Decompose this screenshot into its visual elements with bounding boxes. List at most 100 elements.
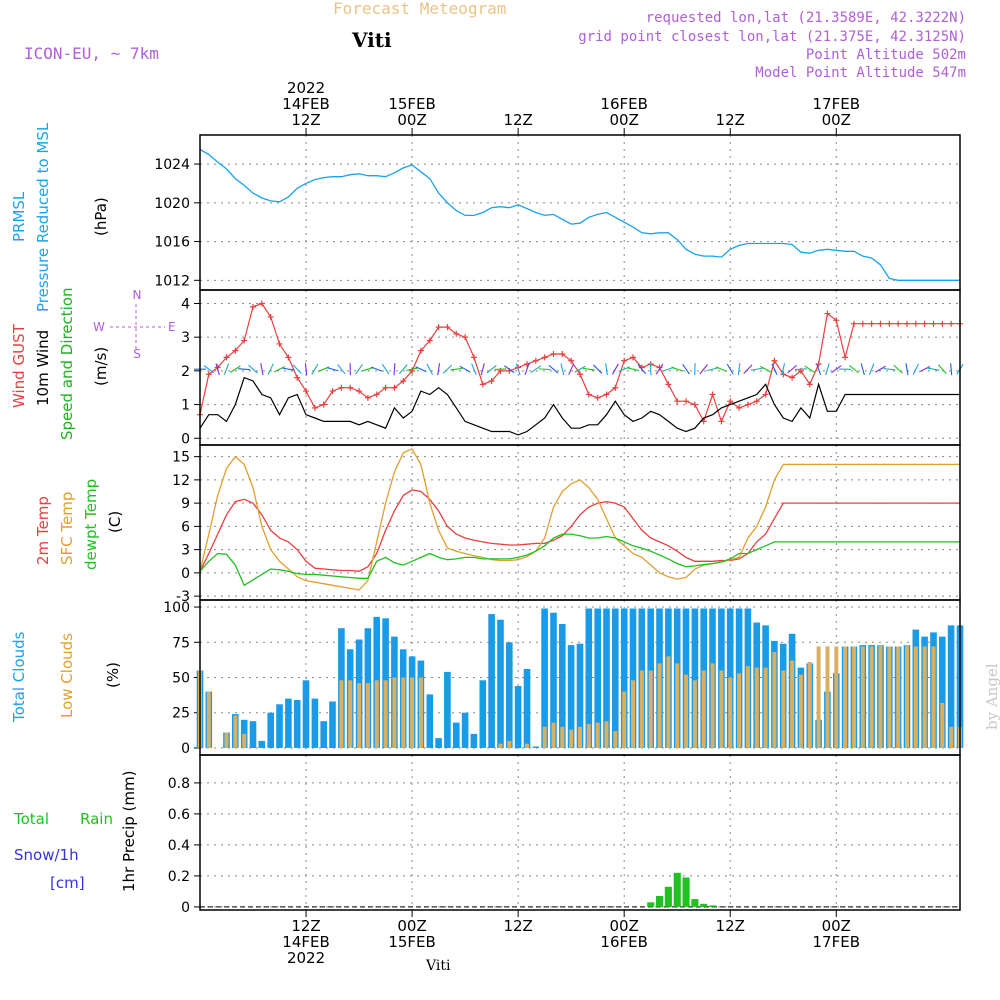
- gust-marker: [736, 404, 743, 411]
- gust-marker: [630, 354, 637, 361]
- time-label-top: 15FEB 00Z: [388, 95, 436, 129]
- low-cloud-bar: [560, 726, 565, 748]
- footer-station: Viti: [426, 958, 451, 974]
- y-tick-label: 9: [181, 496, 190, 512]
- wind-label: 10m Wind: [34, 329, 52, 406]
- gust-marker: [683, 398, 690, 405]
- wind-direction-arrow: [582, 367, 595, 371]
- total-cloud-bar: [320, 721, 327, 748]
- t2m-label: 2m Temp: [34, 496, 52, 565]
- low-cloud-bar: [401, 677, 406, 748]
- compass-east: E: [168, 320, 176, 334]
- total-cloud-bar: [585, 608, 593, 748]
- gust-marker: [426, 337, 433, 344]
- time-label-bottom: 12Z: [715, 917, 745, 935]
- total-cloud-bar: [285, 698, 292, 748]
- y-tick-label: 12: [172, 473, 190, 489]
- wind-direction-arrow: [304, 363, 308, 376]
- gust-marker: [258, 300, 265, 307]
- time-label-bottom: 00Z 15FEB: [388, 917, 436, 951]
- wind-direction-arrow: [248, 364, 258, 374]
- gust-marker: [285, 354, 292, 361]
- total-cloud-bar: [603, 608, 610, 748]
- total-rain-label-1: Total: [14, 810, 50, 828]
- t2m-line: [199, 489, 960, 572]
- gust-marker: [868, 320, 875, 327]
- low-cloud-bar: [949, 726, 954, 748]
- wind-direction-arrow: [311, 363, 319, 375]
- wind-direction-arrow: [574, 365, 586, 373]
- gust-marker: [612, 384, 619, 391]
- gust-marker: [886, 320, 893, 327]
- wind-direction-arrow: [655, 363, 664, 375]
- low-cloud-bar: [710, 663, 715, 748]
- total-cloud-bar: [311, 698, 319, 748]
- wind-direction-arrow: [912, 363, 920, 375]
- prmsl-unit-label: (hPa): [92, 197, 110, 236]
- wind-direction-arrow: [480, 363, 485, 376]
- y-tick-label: 25: [172, 706, 190, 722]
- total-cloud-bar: [470, 733, 478, 748]
- wind-direction-arrow: [706, 367, 719, 372]
- low-cloud-bar: [754, 667, 759, 748]
- wind-direction-arrow: [937, 364, 947, 375]
- rain-bar: [682, 877, 690, 907]
- low-cloud-bar: [339, 680, 344, 748]
- total-cloud-bar: [461, 712, 469, 748]
- sfc-temp-line: [199, 448, 960, 591]
- y-tick-label: 0.4: [168, 838, 190, 854]
- low-cloud-bar: [569, 729, 574, 748]
- total-cloud-bar: [947, 625, 955, 748]
- snow-label: Snow/1h: [14, 846, 79, 864]
- low-cloud-bar: [242, 733, 247, 748]
- gust-marker: [462, 334, 469, 341]
- y-tick-label: 1016: [154, 235, 190, 251]
- low-cloud-bar: [365, 683, 370, 748]
- y-tick-label: 0: [181, 431, 190, 447]
- rain-bar: [647, 902, 655, 907]
- wind-direction-arrow: [406, 367, 419, 371]
- low-cloud-bar: [206, 691, 211, 748]
- wind-direction-arrow: [362, 366, 374, 372]
- gust-marker: [541, 354, 548, 361]
- wind-direction-arrow: [787, 364, 797, 374]
- wind-direction-arrow: [450, 367, 463, 371]
- wind-direction-arrow: [781, 363, 786, 376]
- low-cloud-bar: [622, 691, 627, 748]
- low-cloud-bar: [586, 724, 591, 748]
- y-tick-label: 0: [181, 900, 190, 916]
- gust-marker: [479, 381, 486, 388]
- total-cloud-bar: [497, 619, 504, 748]
- gust-marker: [709, 391, 716, 398]
- gust-marker: [391, 384, 398, 391]
- wind-direction-arrow: [437, 363, 441, 376]
- rain-bar: [691, 899, 699, 907]
- total-rain-label-2: Rain: [80, 810, 113, 828]
- wind-line: [199, 376, 960, 436]
- low-cloud-bar: [737, 673, 742, 748]
- point-altitude: Point Altitude 502m: [805, 47, 966, 63]
- wind-direction-arrow: [504, 365, 515, 374]
- time-label-top: 2022 14FEB 12Z: [282, 79, 330, 129]
- low-cloud-bar: [675, 663, 680, 748]
- low-cloud-bar: [692, 680, 697, 748]
- wind-direction-arrow: [398, 364, 408, 375]
- wind-direction-arrow: [825, 363, 830, 376]
- low-cloud-bar: [418, 677, 423, 748]
- wind-direction-arrow: [794, 368, 807, 371]
- wind-direction-arrow: [737, 363, 741, 376]
- low-cloud-bar: [781, 670, 786, 748]
- gust-marker: [338, 384, 345, 391]
- low-cloud-bar: [224, 732, 229, 748]
- total-cloud-bar: [939, 636, 946, 748]
- y-tick-label: 1024: [154, 157, 190, 173]
- wind-direction-arrow: [515, 363, 521, 376]
- gust-marker: [780, 371, 787, 378]
- gust-marker: [912, 320, 919, 327]
- rain-bar: [709, 905, 717, 907]
- low-cloud-bar: [233, 715, 238, 748]
- gust-marker: [453, 330, 460, 337]
- wind-direction-arrow: [715, 366, 728, 373]
- gust-marker: [250, 303, 257, 310]
